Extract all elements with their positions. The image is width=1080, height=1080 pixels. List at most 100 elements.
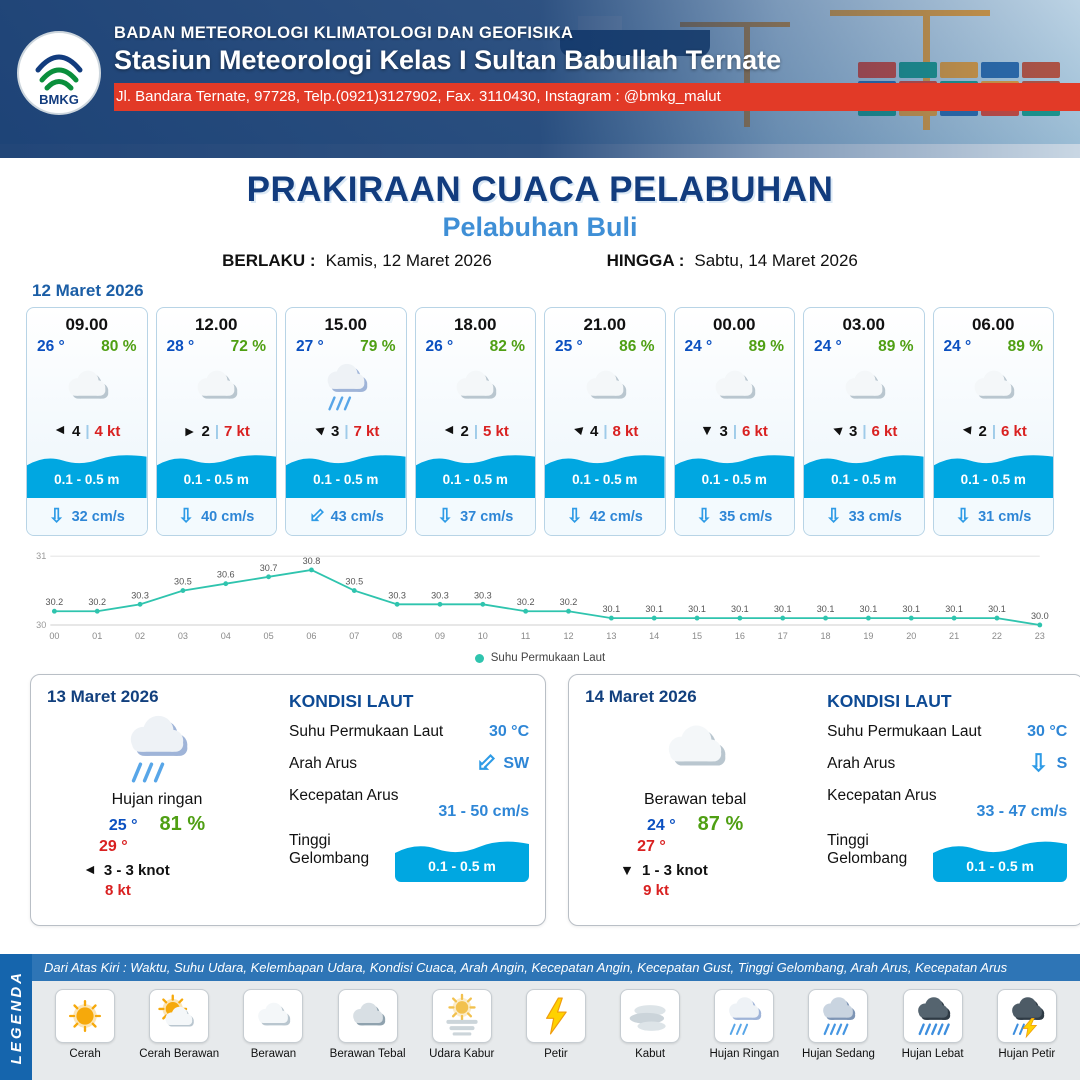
humidity: 89 % (1007, 338, 1043, 355)
svg-text:18: 18 (821, 631, 831, 641)
forecast-card: 06.00 24 ° 89 % ► 2 | 6 kt 0.1 - 0.5 m ⇩ 31 c… (932, 307, 1054, 536)
svg-text:09: 09 (435, 631, 445, 641)
svg-text:05: 05 (264, 631, 274, 641)
sst-label: Suhu Permukaan Laut (827, 723, 982, 741)
legend-item: Cerah (40, 989, 130, 1060)
wave-height-band: 0.1 - 0.5 m (674, 448, 794, 498)
wind-row: ► 3 | 6 kt (804, 418, 924, 444)
svg-text:14: 14 (649, 631, 659, 641)
weather-condition: Hujan ringan (111, 791, 203, 809)
org-name: BADAN METEOROLOGI KLIMATOLOGI DAN GEOFIS… (114, 24, 574, 42)
header-overlay (0, 0, 1080, 158)
svg-text:00: 00 (49, 631, 59, 641)
wave-height: 0.1 - 0.5 m (701, 472, 767, 487)
svg-text:16: 16 (735, 631, 745, 641)
day-forecast-card: 13 Maret 2026 Hujan ringan 25 ° 81 % 29 °… (30, 674, 547, 927)
day-date: 14 Maret 2026 (585, 687, 697, 707)
wind-row: ► 1 - 3 knot (620, 862, 708, 879)
header-text: BADAN METEOROLOGI KLIMATOLOGI DAN GEOFIS… (114, 0, 1080, 111)
current-direction-icon: ⇩ (302, 503, 329, 530)
sun-icon (55, 989, 116, 1043)
svg-text:30.3: 30.3 (431, 590, 449, 600)
wind-force: 4 (589, 422, 599, 440)
wave-height: 0.1 - 0.5 m (183, 472, 249, 487)
fog-icon (620, 989, 681, 1043)
sst-value: 30 °C (488, 723, 530, 741)
temperature-min: 24 ° (647, 817, 676, 835)
current-row: ⇩ 35 cm/s (674, 498, 794, 535)
svg-text:04: 04 (221, 631, 231, 641)
svg-text:30.1: 30.1 (645, 604, 663, 614)
current-speed: 33 cm/s (848, 508, 902, 525)
hingga-label: HINGGA : (606, 251, 685, 270)
legend-items: Cerah Cerah Berawan Berawan Berawan Teba… (32, 981, 1080, 1080)
svg-text:31: 31 (36, 551, 46, 561)
weather-icon (157, 356, 277, 418)
svg-text:30.1: 30.1 (688, 604, 706, 614)
time-label: 21.00 (583, 315, 627, 334)
gust-speed: 9 kt (643, 882, 669, 900)
divider: | (862, 422, 867, 440)
wind-speed: 7 kt (224, 422, 250, 440)
current-row: ⇩ 37 cm/s (415, 498, 535, 535)
legend-item: Petir (511, 989, 601, 1060)
station-name: Stasiun Meteorologi Kelas I Sultan Babul… (114, 45, 782, 75)
svg-text:01: 01 (92, 631, 102, 641)
svg-text:17: 17 (778, 631, 788, 641)
divider: | (85, 422, 90, 440)
current-row: ⇩ 33 cm/s (804, 498, 924, 535)
wind-force: 3 (848, 422, 858, 440)
sea-conditions: KONDISI LAUT Suhu Permukaan Laut 30 °C Ar… (805, 687, 1068, 913)
weather-icon (675, 356, 795, 418)
forecast-card: 00.00 24 ° 89 % ► 3 | 6 kt 0.1 - 0.5 m ⇩ 35 c… (673, 307, 795, 536)
legend-vertical-label: LEGENDA (0, 954, 32, 1080)
legend-item: Cerah Berawan (134, 989, 224, 1060)
wind-direction-icon: ► (53, 423, 67, 439)
svg-text:11: 11 (521, 631, 530, 641)
forecast-card: 18.00 26 ° 82 % ► 2 | 5 kt 0.1 - 0.5 m ⇩ 37 c… (414, 307, 536, 536)
sst-chart: 31 30 30.2 00 30.2 01 30.3 02 30.5 03 30.6 04 30.7 05… (26, 540, 1054, 664)
wave-height: 0.1 - 0.5 m (572, 472, 638, 487)
heavy-rain-icon (902, 989, 963, 1043)
current-speed: 35 cm/s (719, 508, 773, 525)
wave-height-value: 0.1 - 0.5 m (428, 858, 496, 875)
wind-direction-icon: ► (958, 422, 975, 440)
svg-text:30.5: 30.5 (345, 577, 363, 587)
svg-text:30.1: 30.1 (602, 604, 620, 614)
wave-height-band: 0.1 - 0.5 m (545, 448, 665, 498)
validity-line: BERLAKU : Kamis, 12 Maret 2026 HINGGA : Sa… (0, 251, 1080, 271)
svg-text:19: 19 (863, 631, 873, 641)
temperature: 27 ° (296, 338, 324, 355)
time-label: 06.00 (971, 315, 1015, 334)
sst-label: Suhu Permukaan Laut (289, 723, 444, 741)
wind-speed: 6 kt (1001, 422, 1027, 440)
weather-icon (934, 356, 1054, 418)
forecast-card: 21.00 25 ° 86 % ► 4 | 8 kt 0.1 - 0.5 m ⇩ 42 c… (544, 307, 666, 536)
day-date: 13 Maret 2026 (47, 687, 159, 707)
weather-icon (286, 356, 406, 418)
temperature: 26 ° (425, 338, 454, 355)
weather-icon (804, 356, 924, 418)
svg-text:30.3: 30.3 (474, 590, 492, 600)
humidity: 81 % (159, 813, 206, 836)
sun-cloud-icon (149, 989, 210, 1043)
legend-dot-icon (474, 653, 484, 663)
day-weather-summary: 13 Maret 2026 Hujan ringan 25 ° 81 % 29 °… (47, 687, 267, 913)
wind-force: 2 (978, 422, 987, 440)
wind-force: 2 (201, 422, 210, 440)
forecast-date: 12 Maret 2026 (32, 281, 144, 300)
current-speed-label: Kecepatan Arus (827, 787, 937, 805)
legend-item: Berawan Tebal (323, 989, 413, 1060)
temperature: 25 ° (555, 338, 583, 355)
svg-text:30.0: 30.0 (1031, 611, 1049, 621)
humidity: 89 % (878, 338, 914, 355)
svg-text:22: 22 (992, 631, 1002, 641)
light-rain-icon (714, 989, 775, 1043)
humidity: 72 % (230, 338, 266, 355)
svg-text:30.1: 30.1 (731, 604, 749, 614)
wave-height: 0.1 - 0.5 m (54, 472, 120, 487)
current-speed: 43 cm/s (330, 508, 384, 525)
time-label: 00.00 (712, 315, 756, 334)
current-speed-value: 33 - 47 cm/s (976, 803, 1068, 821)
temperature-max: 29 ° (99, 838, 128, 856)
